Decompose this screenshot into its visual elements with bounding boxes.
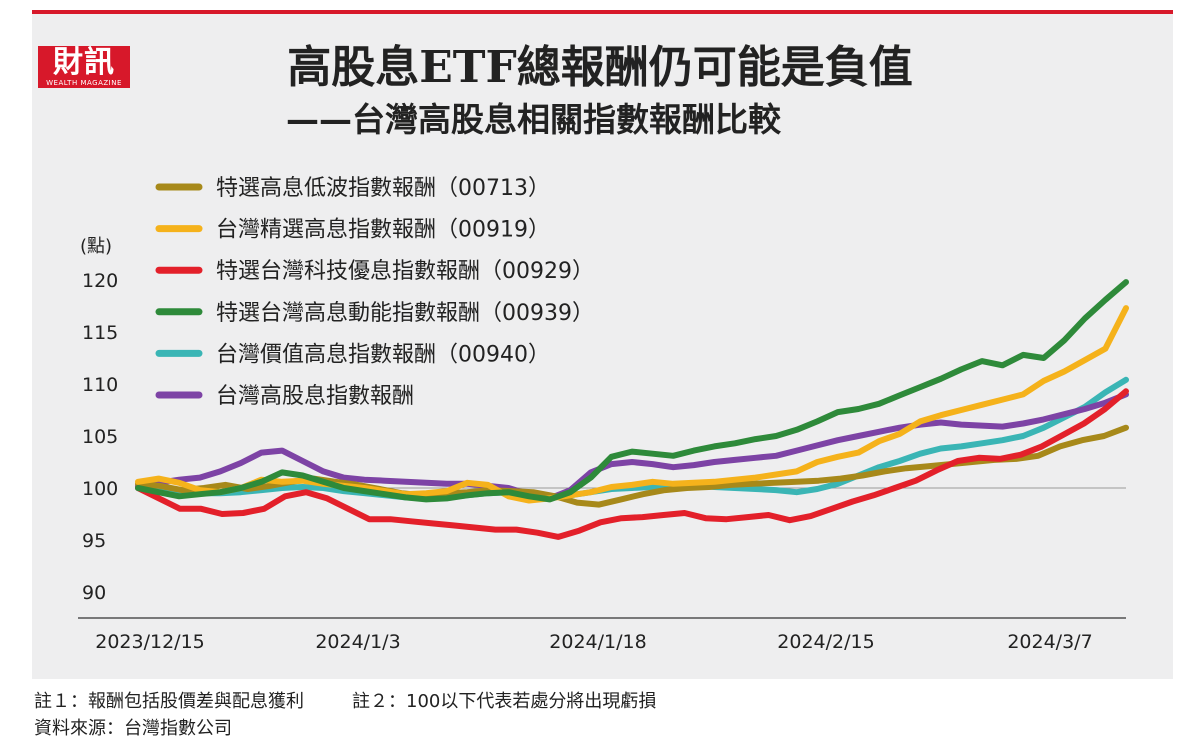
y-tick-label: 90 bbox=[82, 582, 106, 604]
chart-title: 高股息ETF總報酬仍可能是負值 bbox=[287, 42, 913, 93]
x-tick-label: 2024/3/7 bbox=[1007, 631, 1092, 653]
series-line bbox=[135, 388, 1129, 540]
y-tick-label: 110 bbox=[82, 374, 118, 396]
y-tick-label: 100 bbox=[82, 478, 118, 500]
legend-label: 台灣高股息指數報酬 bbox=[216, 384, 414, 409]
chart-subtitle: ——台灣高股息相關指數報酬比較 bbox=[286, 100, 781, 139]
x-tick-label: 2023/12/15 bbox=[95, 631, 205, 653]
y-tick-label: 95 bbox=[82, 530, 106, 552]
series-line bbox=[135, 391, 1129, 502]
data-source: 資料來源：台灣指數公司 bbox=[34, 718, 232, 739]
legend-label: 台灣精選高息指數報酬（00919） bbox=[216, 218, 550, 243]
brand-logo-subtext: WEALTH MAGAZINE bbox=[46, 79, 122, 87]
x-tick-label: 2024/1/3 bbox=[315, 631, 400, 653]
legend-label: 台灣價值高息指數報酬（00940） bbox=[216, 342, 550, 367]
y-tick-label: 115 bbox=[82, 322, 118, 344]
brand-logo: 財訊 WEALTH MAGAZINE bbox=[38, 46, 130, 88]
line-chart: (點) 90 95 100 105 110 115 120 2023/12/15 2024/1/3… bbox=[78, 176, 1129, 653]
legend-label: 特選高息低波指數報酬（00713） bbox=[216, 176, 550, 201]
x-tick-label: 2024/2/15 bbox=[777, 631, 874, 653]
chart-panel bbox=[32, 14, 1173, 679]
footnote-1: 註１：報酬包括股價差與配息獲利 bbox=[34, 691, 304, 712]
y-axis-unit: (點) bbox=[80, 236, 112, 257]
top-accent-rule bbox=[32, 10, 1173, 14]
x-tick-label: 2024/1/18 bbox=[549, 631, 646, 653]
y-tick-label: 105 bbox=[82, 426, 118, 448]
series-line bbox=[135, 279, 1129, 503]
y-tick-label: 120 bbox=[82, 270, 118, 292]
legend-label: 特選台灣科技優息指數報酬（00929） bbox=[216, 259, 594, 284]
series-line bbox=[135, 305, 1129, 504]
footnotes: 註１：報酬包括股價差與配息獲利 註２：100以下代表若處分將出現虧損 資料來源：台… bbox=[34, 688, 1134, 748]
series-line bbox=[135, 376, 1129, 502]
brand-logo-text: 財訊 bbox=[53, 45, 115, 80]
footnote-2: 註２：100以下代表若處分將出現虧損 bbox=[352, 691, 657, 712]
legend-label: 特選台灣高息動能指數報酬（00939） bbox=[216, 301, 594, 326]
